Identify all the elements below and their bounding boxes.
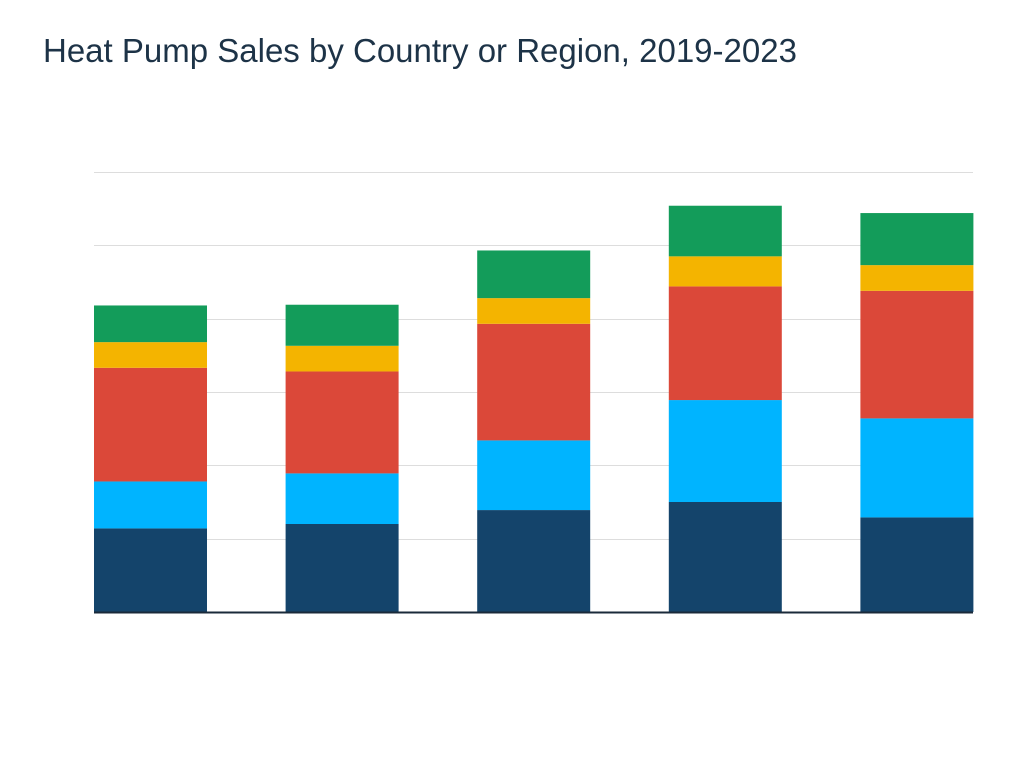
bar-segment-2 (860, 418, 974, 518)
bar-segment-3 (860, 290, 974, 419)
bar-segment-4 (94, 342, 207, 368)
bar-segment-5 (860, 213, 974, 266)
bar-segment-1 (860, 517, 974, 612)
bar-segment-4 (668, 256, 782, 287)
bar-segment-5 (477, 250, 591, 299)
chart-title: Heat Pump Sales by Country or Region, 20… (43, 32, 797, 69)
bar-segment-3 (94, 367, 207, 482)
bar-segment-1 (668, 502, 782, 612)
bar-segment-3 (668, 286, 782, 401)
bar-segment-5 (668, 205, 782, 257)
bar-segment-1 (94, 528, 207, 612)
bar-segment-1 (285, 524, 399, 612)
bar-segment-1 (477, 510, 591, 612)
bar-segment-3 (285, 371, 399, 474)
bar-segment-5 (285, 304, 399, 346)
bar-segment-3 (477, 323, 591, 441)
bar-segment-2 (94, 481, 207, 529)
bar-segment-2 (285, 473, 399, 524)
bar-segment-2 (668, 400, 782, 502)
bar-segment-4 (860, 265, 974, 291)
bar-segment-4 (285, 345, 399, 372)
bar-segment-5 (94, 305, 207, 343)
bar-segment-2 (477, 440, 591, 511)
bar-segment-4 (477, 298, 591, 324)
